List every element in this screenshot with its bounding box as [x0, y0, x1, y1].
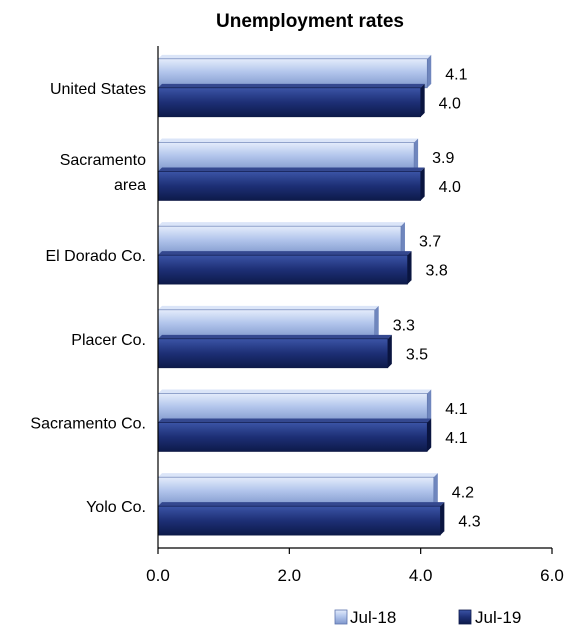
bar-el-dorado-co-jul-18 [157, 222, 405, 256]
bar-top-face [158, 334, 392, 339]
legend: Jul-18 Jul-19 [334, 608, 521, 627]
bar-top-face [158, 473, 438, 478]
bar-top-face [158, 502, 445, 507]
legend-swatch-jul-18 [334, 609, 348, 625]
x-tick-label: 6.0 [540, 566, 564, 585]
bar-placer-co-jul-19 [157, 334, 392, 369]
data-label-yolo-co-jul-18: 4.2 [452, 485, 474, 502]
bar-side-face [387, 334, 392, 368]
legend-swatch-jul-19 [458, 609, 472, 625]
bar-yolo-co-jul-18 [157, 473, 438, 507]
data-label-united-states-jul-19: 4.0 [439, 95, 461, 112]
data-label-el-dorado-co-jul-19: 3.8 [426, 263, 448, 280]
bar-side-face [420, 83, 425, 117]
bar-front-face [157, 58, 428, 89]
data-label-el-dorado-co-jul-18: 3.7 [419, 234, 441, 251]
bar-sacramento-co-jul-19 [157, 418, 432, 452]
bar-el-dorado-co-jul-19 [157, 251, 412, 285]
bar-sacramento-co-jul-18 [157, 389, 432, 423]
bar-side-face [420, 167, 425, 201]
bar-top-face [158, 389, 432, 394]
category-label-sacramento-co: Sacramento Co. [30, 416, 146, 433]
data-label-united-states-jul-18: 4.1 [445, 66, 467, 83]
bar-top-face [158, 167, 425, 172]
bar-front-face [157, 309, 375, 340]
data-label-sacramento-co-jul-19: 4.1 [445, 430, 467, 447]
bar-yolo-co-jul-19 [157, 502, 445, 536]
data-label-sacramento-area-jul-19: 4.0 [439, 179, 461, 196]
bar-top-face [158, 305, 379, 310]
bars-layer [157, 54, 445, 536]
data-label-placer-co-jul-19: 3.5 [406, 346, 428, 363]
bar-side-face [400, 222, 405, 256]
bar-front-face [157, 476, 435, 507]
chart-title: Unemployment rates [216, 11, 404, 32]
bar-sacramento-area-jul-18 [157, 138, 419, 172]
bar-front-face [157, 254, 408, 285]
bar-front-face [157, 142, 415, 172]
bar-united-states-jul-18 [157, 54, 432, 89]
legend-label-jul-18: Jul-18 [350, 608, 396, 627]
bar-side-face [407, 251, 412, 285]
legend-label-jul-19: Jul-19 [475, 608, 521, 627]
bar-placer-co-jul-18 [157, 305, 379, 340]
category-label-placer-co: Placer Co. [71, 332, 146, 349]
x-tick-label: 2.0 [278, 566, 302, 585]
bar-top-face [158, 418, 432, 423]
category-label-yolo-co: Yolo Co. [86, 499, 146, 516]
category-label-sacramento-area-line-1: Sacramento [60, 152, 146, 169]
category-label-united-states: United States [50, 81, 146, 98]
x-tick-label: 0.0 [146, 566, 170, 585]
bar-side-face [427, 389, 432, 423]
x-tick-label: 4.0 [409, 566, 433, 585]
bar-front-face [157, 87, 421, 118]
bar-side-face [414, 138, 419, 172]
x-axis-ticks: 0.0 2.0 4.0 6.0 [146, 548, 564, 585]
bar-top-face [158, 251, 412, 256]
labels-layer: 4.1 4.0 United States 3.9 4.0 Sacramento area 3… [30, 66, 480, 530]
data-label-placer-co-jul-18: 3.3 [393, 317, 415, 334]
bar-side-face [374, 305, 379, 339]
bar-front-face [157, 505, 441, 536]
data-label-sacramento-area-jul-18: 3.9 [432, 150, 454, 167]
bar-side-face [433, 473, 438, 507]
bar-top-face [158, 222, 405, 227]
bar-front-face [157, 393, 428, 423]
data-label-yolo-co-jul-19: 4.3 [458, 514, 480, 531]
bar-sacramento-area-jul-19 [157, 167, 425, 201]
bar-side-face [427, 418, 432, 452]
bar-united-states-jul-19 [157, 83, 425, 118]
data-label-sacramento-co-jul-18: 4.1 [445, 401, 467, 418]
bar-top-face [158, 54, 432, 59]
bar-side-face [440, 502, 445, 536]
bar-side-face [427, 54, 432, 88]
category-label-el-dorado-co: El Dorado Co. [46, 248, 147, 265]
bar-front-face [157, 225, 402, 256]
bar-front-face [157, 422, 428, 452]
bar-top-face [158, 83, 425, 88]
bar-top-face [158, 138, 419, 143]
bar-front-face [157, 171, 421, 201]
bar-front-face [157, 338, 389, 369]
category-label-sacramento-area-line-2: area [114, 177, 146, 194]
